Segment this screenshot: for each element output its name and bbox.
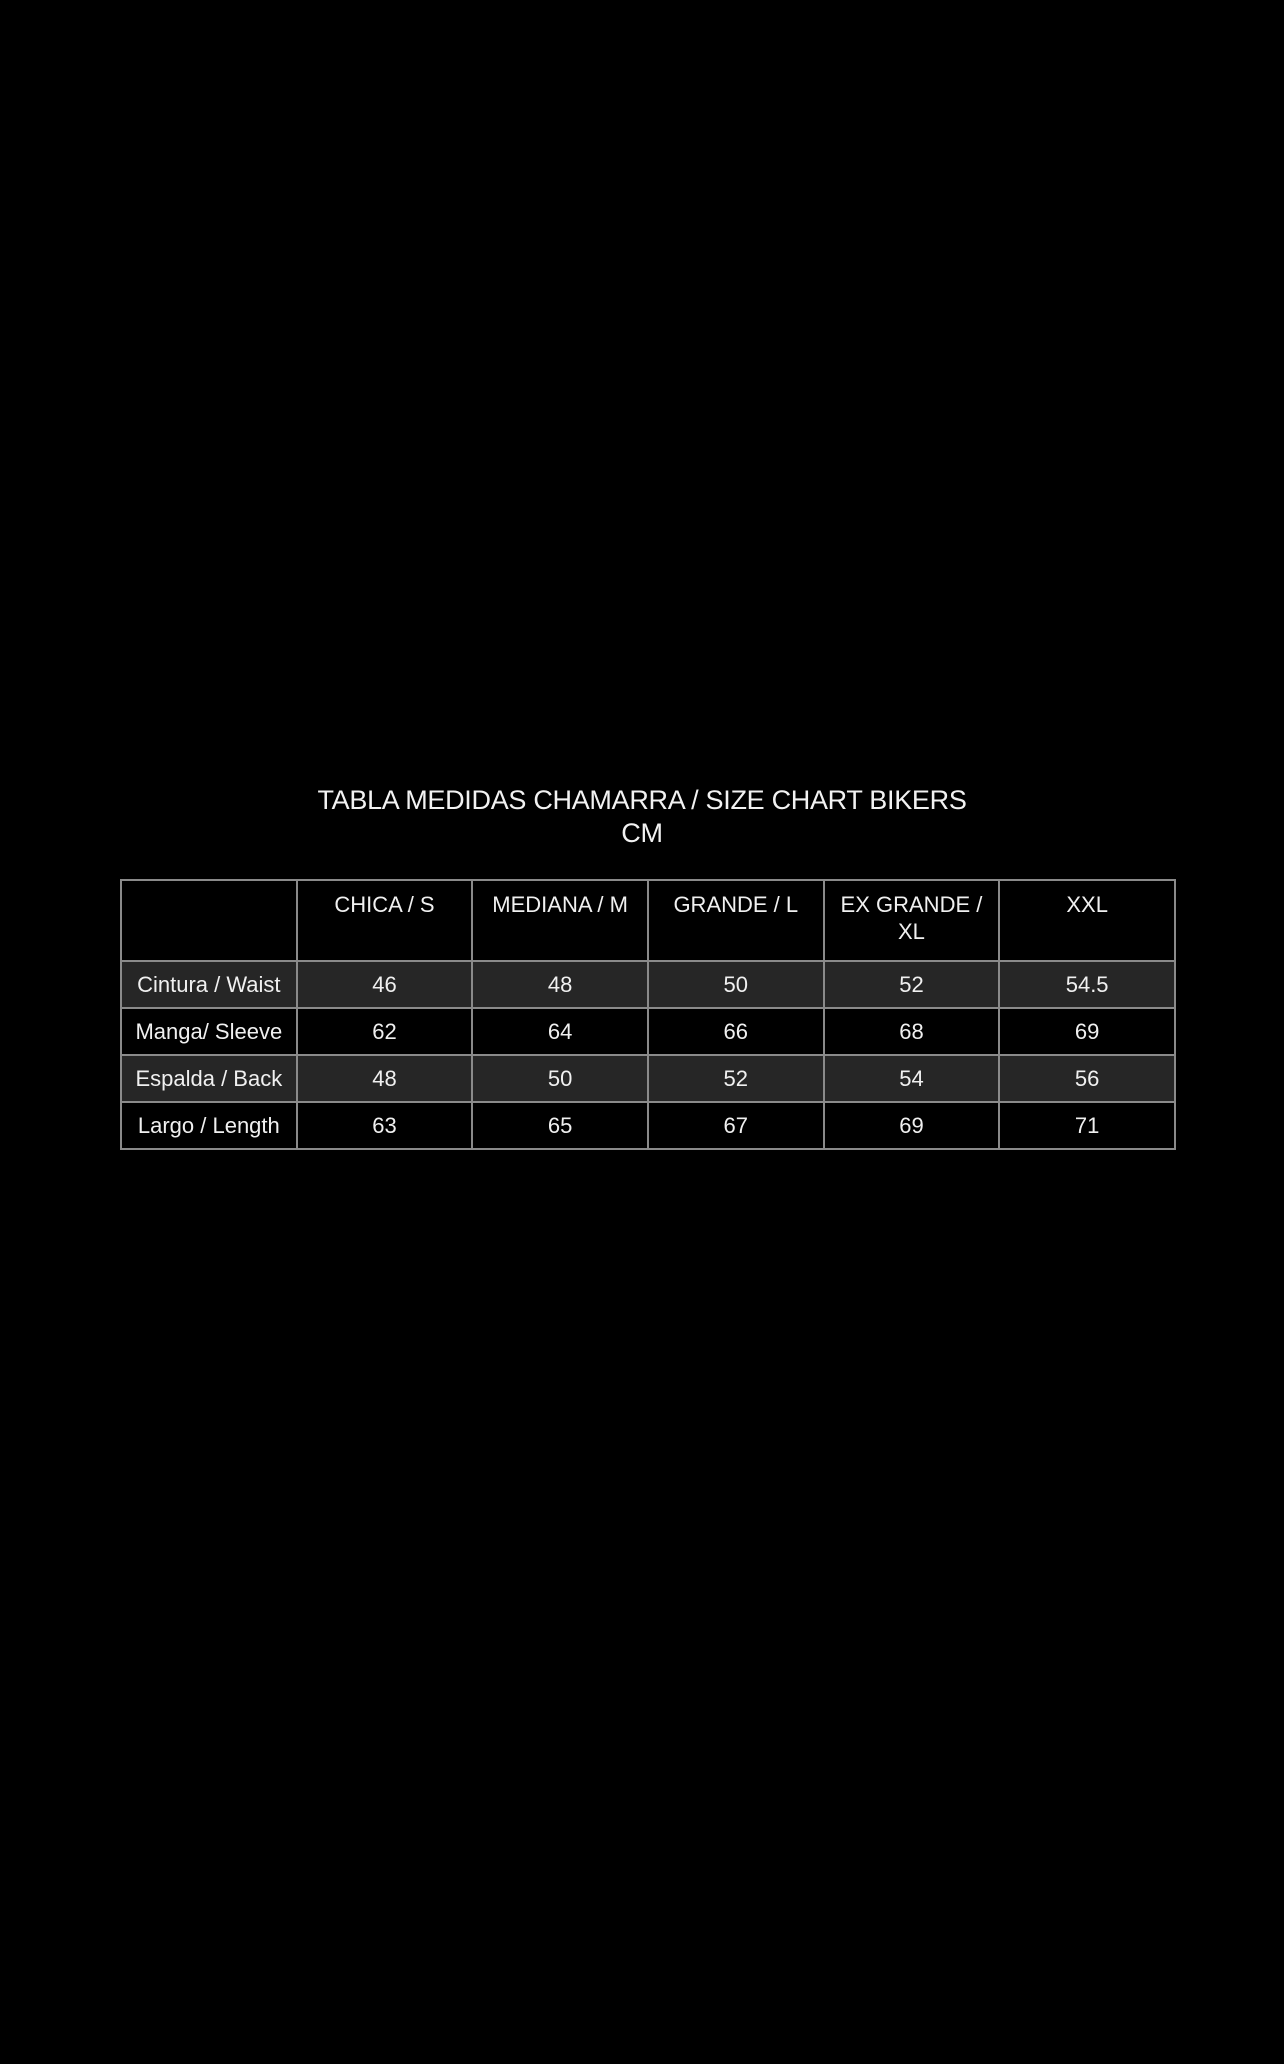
header-size-xl: EX GRANDE / XL — [822, 879, 1001, 962]
cell: 50 — [471, 1054, 649, 1103]
header-row: CHICA / S MEDIANA / M GRANDE / L EX GRAN… — [120, 879, 1176, 962]
cell: 69 — [998, 1007, 1176, 1056]
cell: 65 — [471, 1101, 649, 1150]
cell: 68 — [822, 1007, 1001, 1056]
cell: 54.5 — [998, 960, 1176, 1009]
table-row: Largo / Length 63 65 67 69 71 — [120, 1101, 1176, 1150]
cell: 56 — [998, 1054, 1176, 1103]
cell: 62 — [295, 1007, 474, 1056]
row-label: Largo / Length — [120, 1101, 298, 1150]
cell: 46 — [295, 960, 474, 1009]
header-size-l: GRANDE / L — [646, 879, 825, 962]
size-chart-table: CHICA / S MEDIANA / M GRANDE / L EX GRAN… — [120, 879, 1176, 1150]
chart-title: TABLA MEDIDAS CHAMARRA / SIZE CHART BIKE… — [0, 784, 1284, 850]
row-label: Manga/ Sleeve — [120, 1007, 298, 1056]
cell: 48 — [471, 960, 649, 1009]
title-unit: CM — [621, 818, 663, 848]
header-size-xxl: XXL — [998, 879, 1176, 962]
cell: 67 — [646, 1101, 825, 1150]
header-size-m: MEDIANA / M — [471, 879, 649, 962]
cell: 63 — [295, 1101, 474, 1150]
title-line-1: TABLA MEDIDAS CHAMARRA / SIZE CHART BIKE… — [317, 785, 967, 815]
table-row: Cintura / Waist 46 48 50 52 54.5 — [120, 960, 1176, 1009]
cell: 71 — [998, 1101, 1176, 1150]
row-label: Espalda / Back — [120, 1054, 298, 1103]
cell: 64 — [471, 1007, 649, 1056]
row-label: Cintura / Waist — [120, 960, 298, 1009]
header-size-s: CHICA / S — [295, 879, 474, 962]
cell: 66 — [646, 1007, 825, 1056]
table-row: Espalda / Back 48 50 52 54 56 — [120, 1054, 1176, 1103]
cell: 50 — [646, 960, 825, 1009]
cell: 52 — [822, 960, 1001, 1009]
table-row: Manga/ Sleeve 62 64 66 68 69 — [120, 1007, 1176, 1056]
cell: 69 — [822, 1101, 1001, 1150]
cell: 54 — [822, 1054, 1001, 1103]
cell: 52 — [646, 1054, 825, 1103]
cell: 48 — [295, 1054, 474, 1103]
header-empty — [120, 879, 298, 962]
